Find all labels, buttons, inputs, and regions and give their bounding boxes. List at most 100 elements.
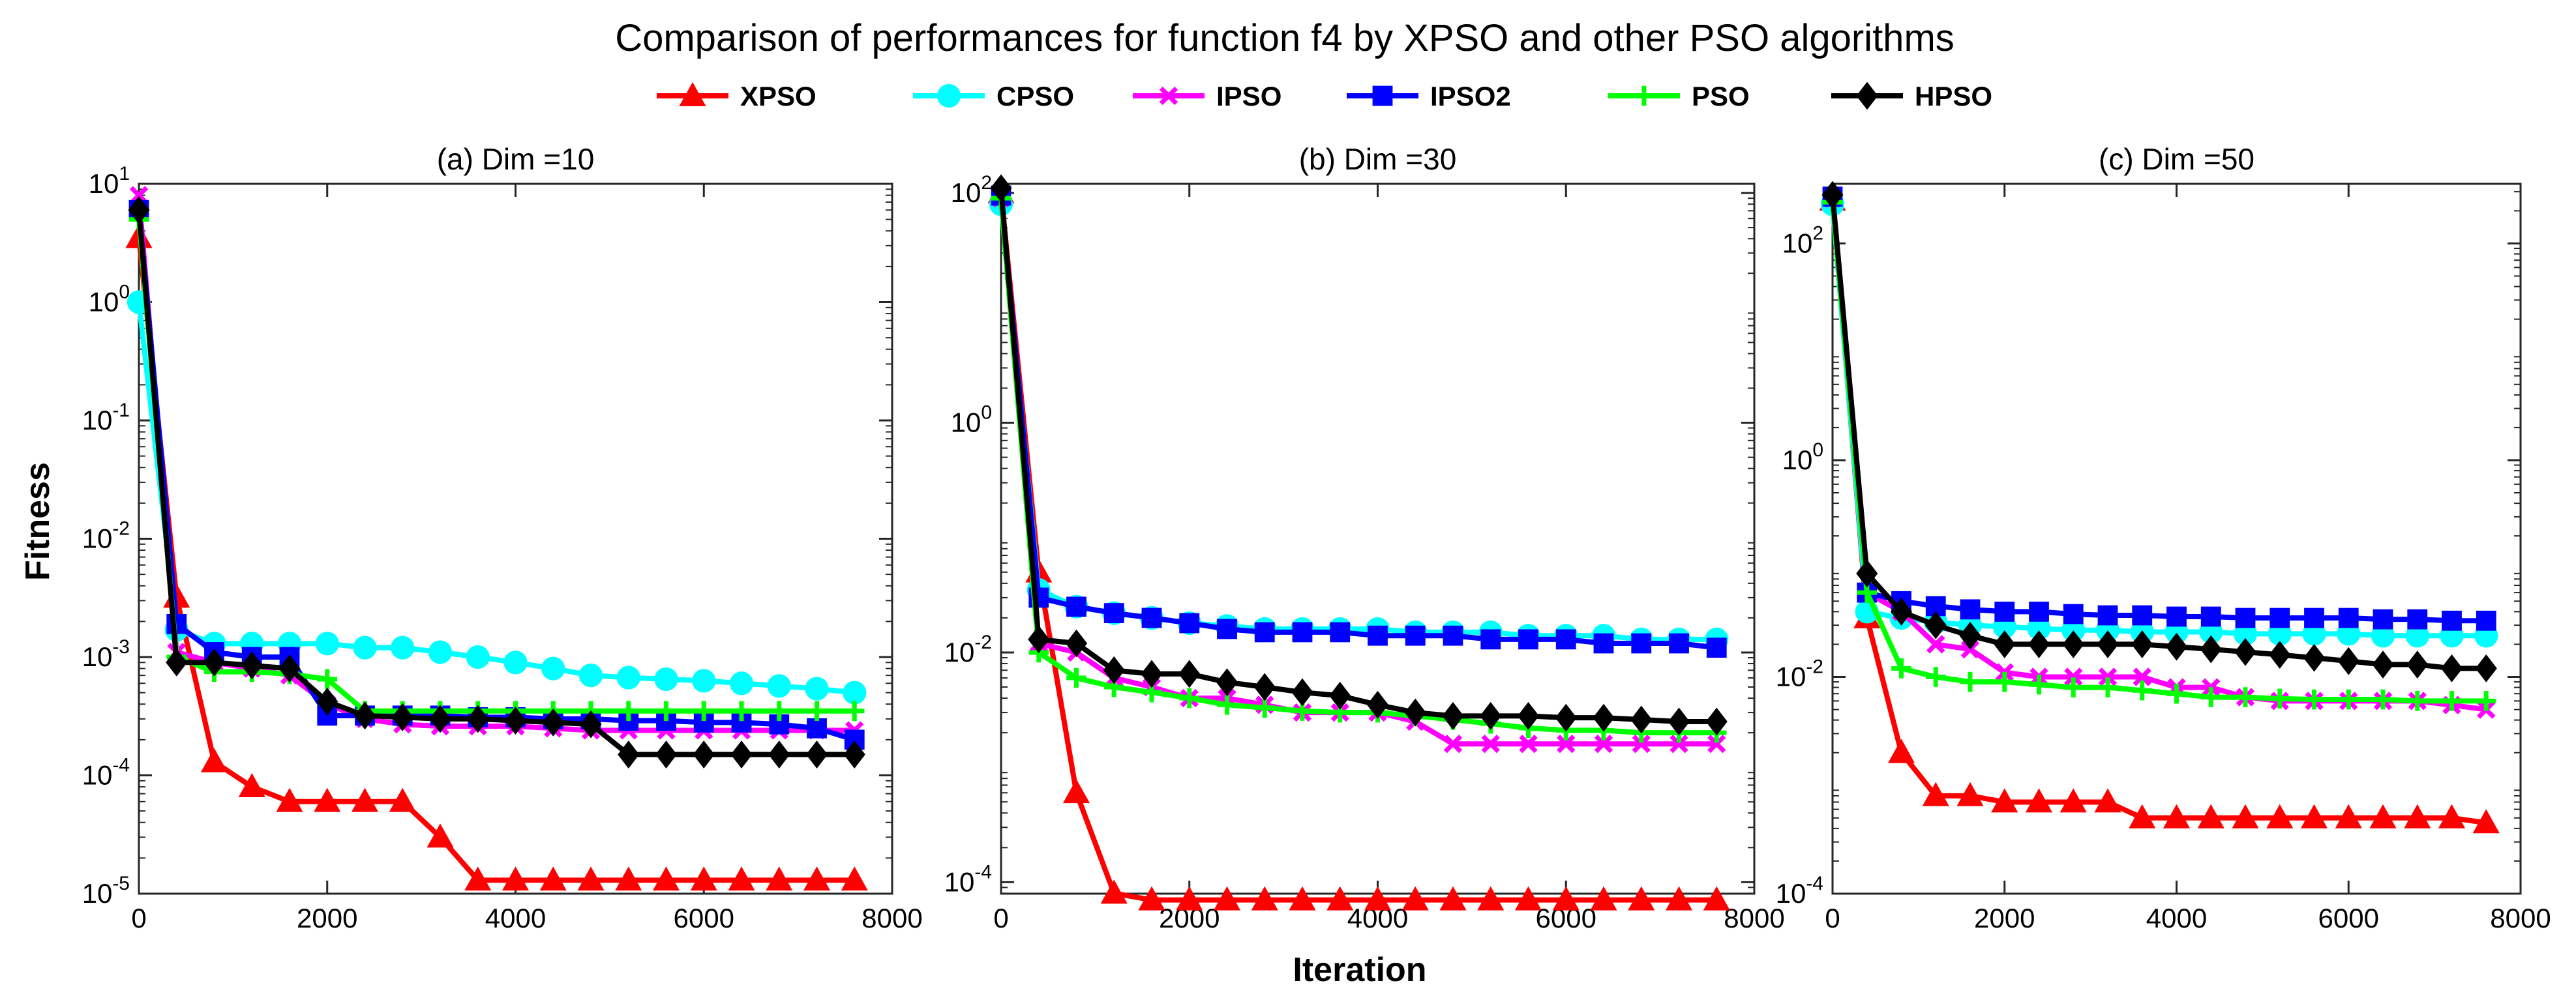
- y-tick-label: 10-3: [82, 636, 130, 672]
- plot-area: [138, 183, 893, 895]
- data-point-cpso: [654, 667, 678, 692]
- y-tick-label: 100: [1782, 439, 1823, 475]
- data-point-hpso: [504, 707, 527, 735]
- data-point-xpso: [1552, 886, 1580, 911]
- data-point-xpso: [351, 787, 379, 812]
- data-point-pso: [1217, 694, 1237, 715]
- x-tick-label: 8000: [2490, 903, 2551, 933]
- legend-marker-hpso: [1856, 81, 1878, 110]
- x-tick-label: 2000: [1974, 903, 2035, 933]
- data-point-hpso: [1442, 701, 1464, 730]
- data-point-hpso: [353, 701, 376, 730]
- series-hpso: [990, 174, 1728, 736]
- data-point-ipso2: [1960, 599, 1981, 620]
- data-point-xpso: [1138, 886, 1165, 911]
- data-point-xpso: [200, 748, 228, 772]
- y-tick-label: 102: [951, 172, 992, 208]
- data-point-pso: [1960, 671, 1981, 692]
- data-point-hpso: [2062, 630, 2084, 658]
- data-point-xpso: [2059, 788, 2087, 813]
- data-point-hpso: [1404, 698, 1426, 727]
- data-point-hpso: [580, 710, 602, 739]
- data-point-hpso: [1329, 681, 1351, 710]
- data-point-ipso2: [1480, 629, 1501, 650]
- data-point-ipso2: [1994, 601, 2015, 622]
- data-point-hpso: [429, 705, 451, 733]
- data-point-cpso: [616, 666, 640, 690]
- data-point-hpso: [241, 651, 263, 680]
- legend-label-xpso: XPSO: [740, 81, 816, 111]
- data-point-ipso2: [2442, 610, 2462, 631]
- data-point-hpso: [1959, 621, 1981, 650]
- data-point-pso: [2338, 689, 2359, 710]
- data-point-xpso: [1176, 886, 1203, 911]
- data-point-xpso: [1956, 782, 1984, 806]
- panel-dim-50: (c) Dim =50 10-4 10-2 100 102 0 2000 4000 6000 80…: [1776, 142, 2551, 933]
- data-point-pso: [731, 701, 752, 722]
- data-point-ipso2: [1405, 625, 1426, 646]
- data-point-xpso: [2094, 788, 2121, 813]
- data-point-pso: [2063, 677, 2084, 697]
- data-point-ipso: [1481, 735, 1500, 754]
- legend-marker-ipso2: [1372, 85, 1393, 106]
- data-point-hpso: [1480, 701, 1502, 730]
- data-point-ipso2: [1443, 625, 1463, 646]
- data-point-xpso: [766, 866, 793, 891]
- y-axis-label: Fitness: [19, 462, 57, 581]
- legend-item-pso: PSO: [1608, 81, 1750, 111]
- data-point-hpso: [1890, 597, 1913, 626]
- data-point-xpso: [276, 787, 303, 812]
- data-point-pso: [656, 701, 676, 722]
- x-tick-label: 0: [131, 903, 146, 933]
- data-point-cpso: [503, 651, 528, 675]
- data-point-hpso: [542, 708, 564, 737]
- data-point-hpso: [2269, 641, 2291, 669]
- data-point-xpso: [577, 866, 605, 891]
- data-point-xpso: [1213, 886, 1241, 911]
- data-point-hpso: [1630, 705, 1653, 734]
- y-tick-label: 100: [89, 282, 130, 317]
- data-point-xpso: [2404, 804, 2431, 828]
- data-point-ipso2: [2476, 610, 2496, 631]
- data-point-pso: [2029, 674, 2049, 695]
- data-point-hpso: [990, 174, 1012, 203]
- data-point-cpso: [843, 681, 867, 705]
- x-tick-label: 8000: [1724, 903, 1784, 933]
- x-tick-label: 4000: [485, 903, 546, 933]
- series-ipso2: [991, 185, 1727, 658]
- data-point-hpso: [2337, 647, 2359, 675]
- data-point-ipso2: [1631, 633, 1652, 654]
- data-point-xpso: [389, 787, 416, 812]
- data-point-hpso: [467, 705, 489, 733]
- legend-item-xpso: XPSO: [657, 81, 816, 111]
- legend-marker-pso: [1634, 85, 1655, 106]
- data-point-ipso2: [1593, 633, 1614, 654]
- data-point-ipso2: [2029, 601, 2049, 622]
- data-point-ipso2: [1368, 625, 1388, 646]
- legend-marker-cpso: [936, 83, 961, 108]
- data-point-xpso: [2197, 804, 2224, 828]
- data-point-ipso2: [2373, 609, 2393, 630]
- data-point-pso: [693, 701, 714, 722]
- data-point-hpso: [2303, 643, 2326, 672]
- x-tick-label: 0: [1825, 903, 1840, 933]
- y-tick-label: 10-4: [82, 755, 130, 791]
- data-point-ipso2: [1103, 603, 1124, 624]
- data-point-ipso2: [1518, 629, 1538, 650]
- panel-title: (c) Dim =50: [2099, 142, 2254, 176]
- legend-label-ipso: IPSO: [1216, 81, 1281, 111]
- data-point-hpso: [730, 740, 753, 769]
- y-tick-label: 10-2: [1776, 656, 1823, 692]
- data-point-pso: [2407, 691, 2428, 711]
- data-point-ipso2: [1292, 622, 1313, 643]
- data-point-xpso: [652, 866, 680, 891]
- legend-item-hpso: HPSO: [1831, 81, 1992, 111]
- data-point-xpso: [1628, 886, 1655, 911]
- data-point-xpso: [2335, 804, 2362, 828]
- data-point-pso: [2476, 691, 2496, 711]
- data-point-ipso: [1670, 735, 1688, 754]
- data-point-cpso: [578, 664, 603, 688]
- data-point-pso: [317, 669, 338, 690]
- data-point-xpso: [502, 866, 530, 891]
